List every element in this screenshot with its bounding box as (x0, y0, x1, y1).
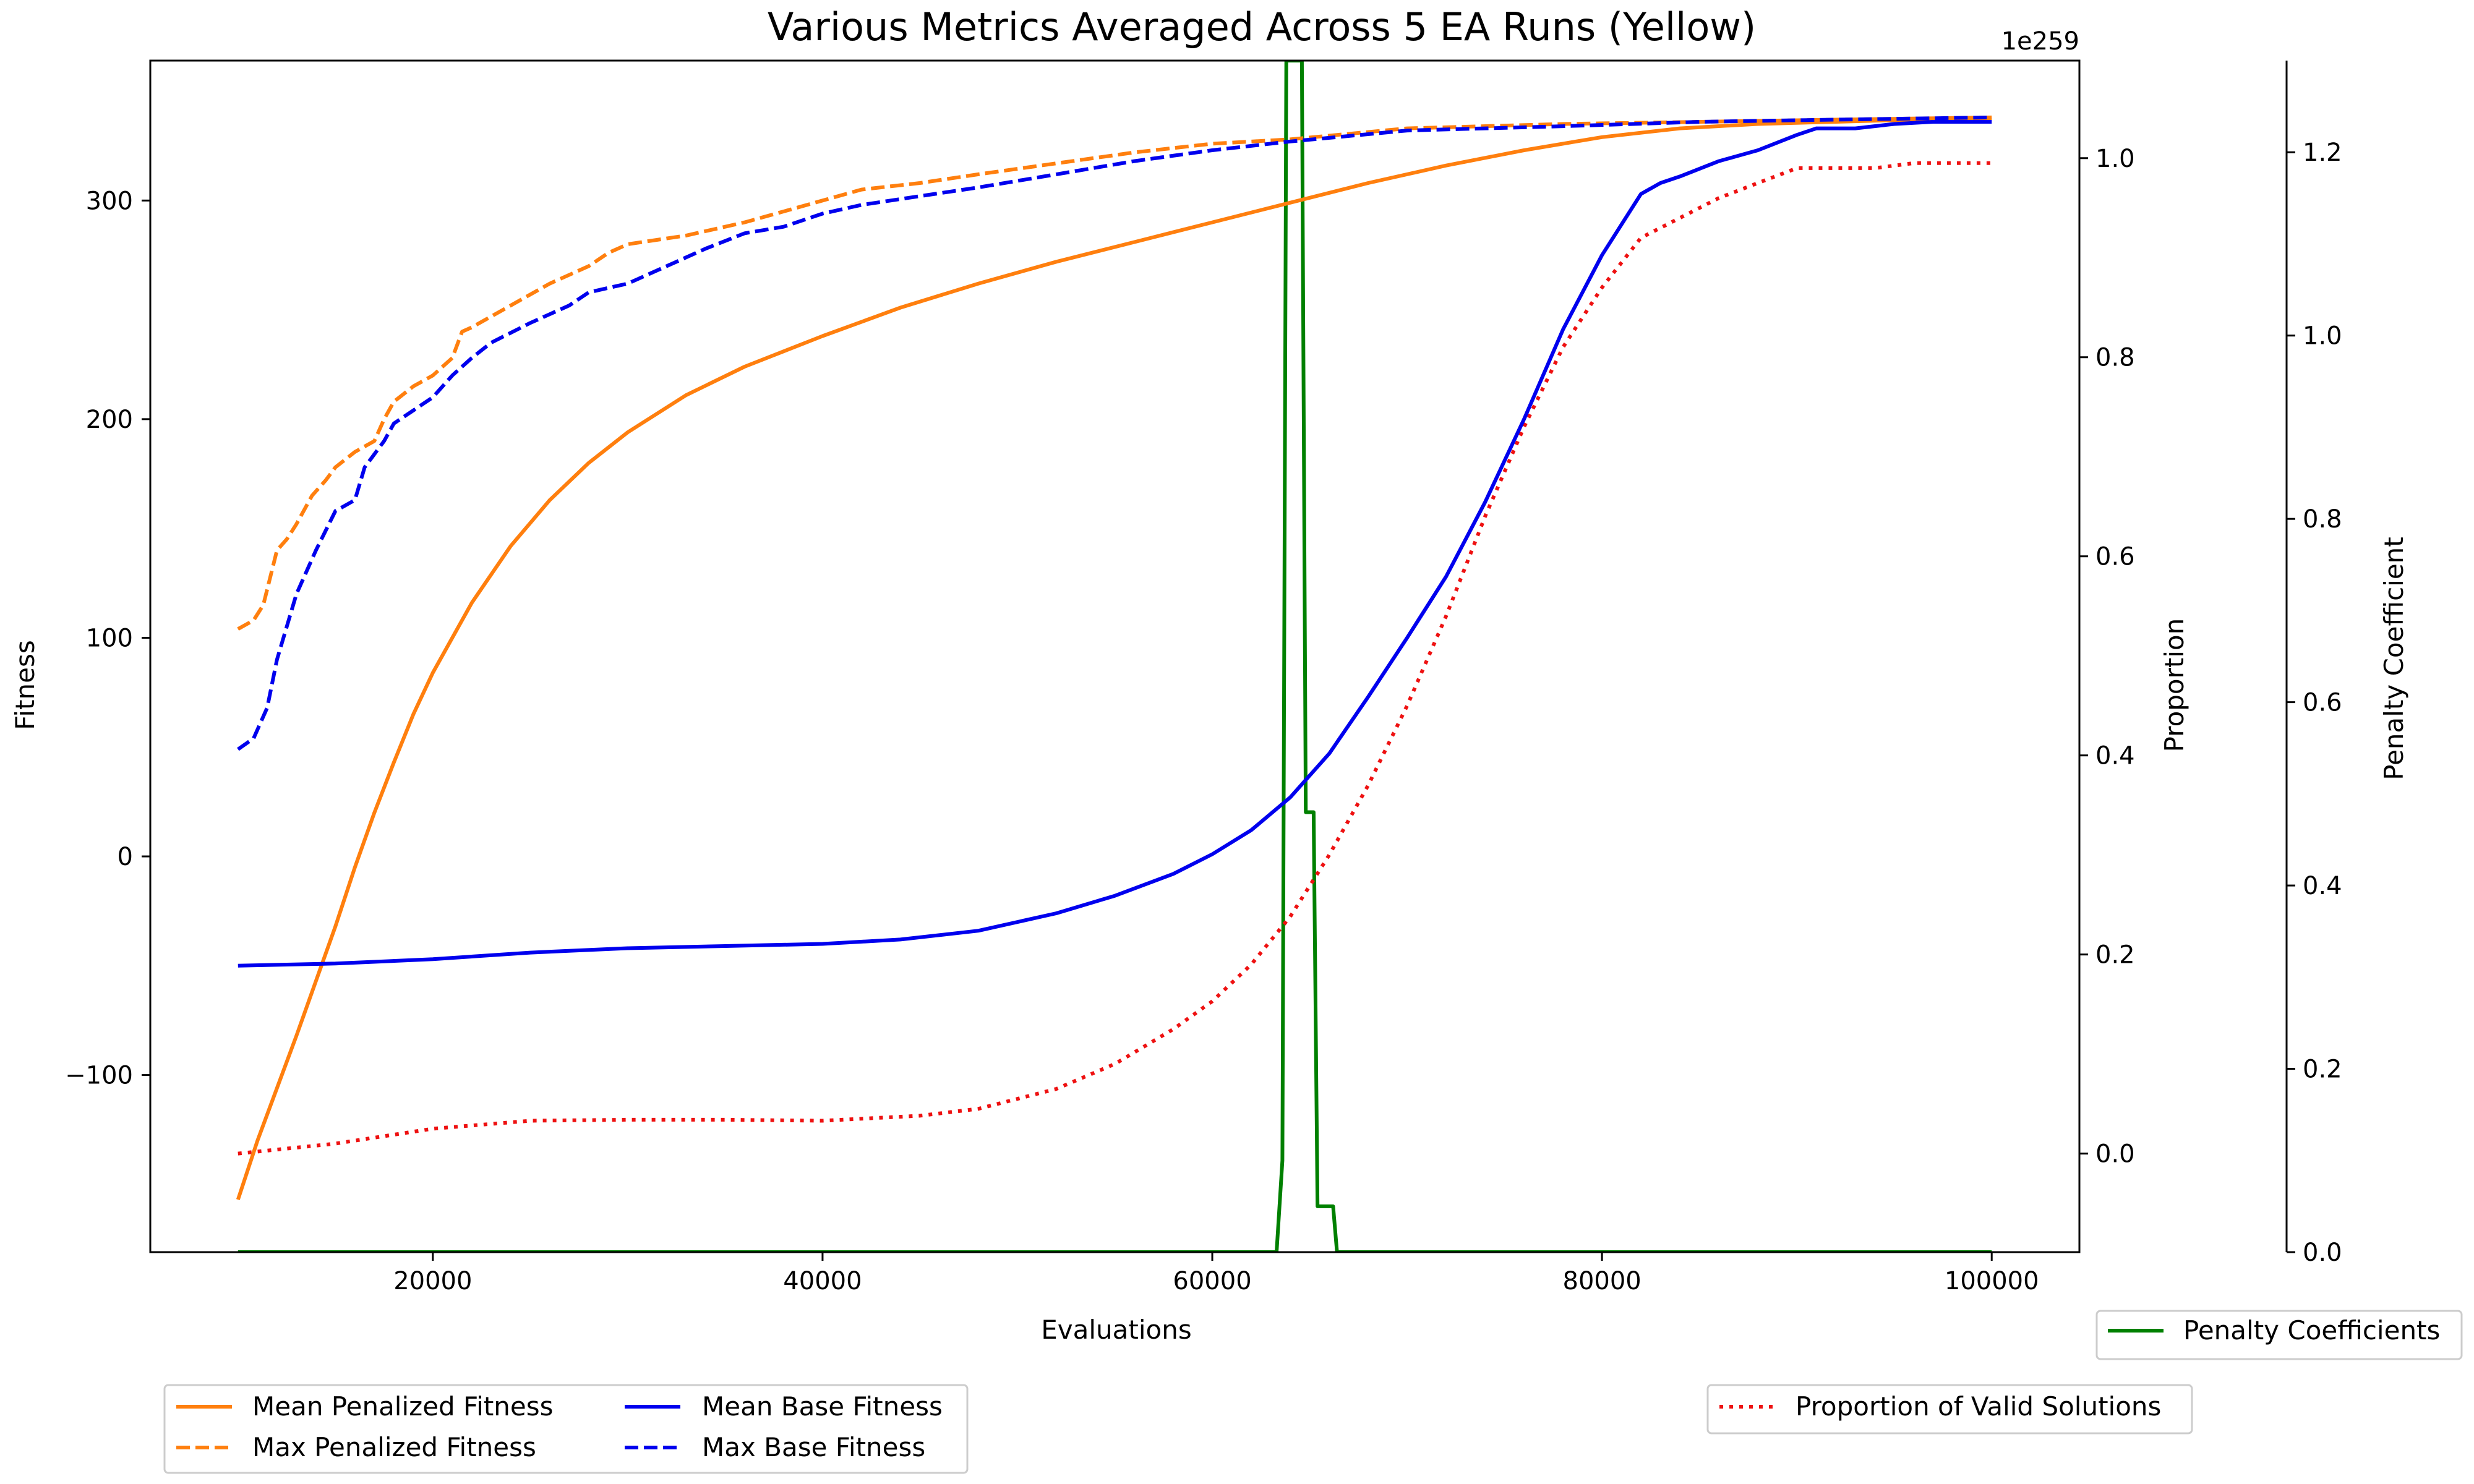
legend-label-max-penalized: Max Penalized Fitness (252, 1432, 536, 1462)
fitness-legend-frame (163, 1384, 969, 1474)
fitness-axis-label: Fitness (10, 640, 40, 730)
fitness-tick-label: −100 (65, 1062, 133, 1090)
series-line-max-penalized-fitness (237, 115, 1992, 631)
proportion-tick-label: 0.0 (2095, 1140, 2135, 1169)
fitness-tick-label: 0 (118, 843, 133, 871)
proportion-tick-label: 0.8 (2095, 344, 2135, 372)
penalty-tick-label: 0.8 (2303, 505, 2342, 534)
series-line-mean-base-fitness (238, 120, 1992, 968)
x-tick-label: 60000 (1173, 1267, 1251, 1295)
series-line-penalty-coefficients (238, 61, 1992, 1252)
proportion-tick-label: 0.6 (2095, 543, 2135, 571)
legend-label-mean-base: Mean Base Fitness (702, 1391, 943, 1422)
proportion-tick-label: 0.4 (2095, 742, 2135, 770)
penalty-tick-label: 0.4 (2303, 872, 2342, 900)
x-tick-label: 80000 (1563, 1267, 1641, 1295)
x-tick-label: 20000 (393, 1267, 472, 1295)
penalty-legend-frame (2095, 1310, 2463, 1360)
penalty-axis-label: Penalty Coefficient (2379, 537, 2409, 780)
penalty-legend: Penalty Coefficients (2095, 1310, 2463, 1360)
legend-label-penalty: Penalty Coefficients (2183, 1315, 2440, 1345)
proportion-tick-label: 0.2 (2095, 941, 2135, 970)
axes-layer (149, 59, 2288, 1253)
fitness-tick-label: 200 (86, 406, 133, 434)
fitness-tick-label: 100 (86, 624, 133, 652)
proportion-legend-frame (1706, 1384, 2193, 1435)
legend-label-max-base: Max Base Fitness (702, 1432, 925, 1462)
proportion-axis-label: Proportion (2159, 618, 2189, 753)
penalty-tick-label: 0.0 (2303, 1239, 2342, 1267)
series-line-max-base-fitness (237, 115, 1992, 751)
legend-label-mean-penalized: Mean Penalized Fitness (252, 1391, 554, 1422)
ticks-layer: 20000 40000 60000 80000 100000 −100 0 100 200 300… (65, 139, 2342, 1295)
x-tick-label: 100000 (1945, 1267, 2039, 1295)
plot-frame (149, 59, 2081, 1253)
plot-series (236, 61, 1992, 1252)
x-axis-label: Evaluations (1041, 1315, 1192, 1345)
proportion-tick-label: 1.0 (2095, 145, 2135, 173)
penalty-tick-label: 0.2 (2303, 1055, 2342, 1084)
fitness-legend: Mean Penalized Fitness Max Penalized Fit… (163, 1384, 969, 1474)
penalty-tick-label: 1.2 (2303, 139, 2342, 167)
fitness-tick-label: 300 (86, 187, 133, 215)
penalty-tick-label: 1.0 (2303, 322, 2342, 351)
proportion-legend: Proportion of Valid Solutions (1706, 1384, 2193, 1435)
penalty-tick-label: 0.6 (2303, 689, 2342, 717)
series-line-mean-penalized-fitness (236, 117, 1992, 1201)
legend-label-proportion-valid: Proportion of Valid Solutions (1796, 1391, 2161, 1422)
proportion-offset-text: 1e259 (2001, 27, 2079, 56)
chart-title: Various Metrics Averaged Across 5 EA Run… (768, 4, 1756, 49)
x-tick-label: 40000 (783, 1267, 862, 1295)
